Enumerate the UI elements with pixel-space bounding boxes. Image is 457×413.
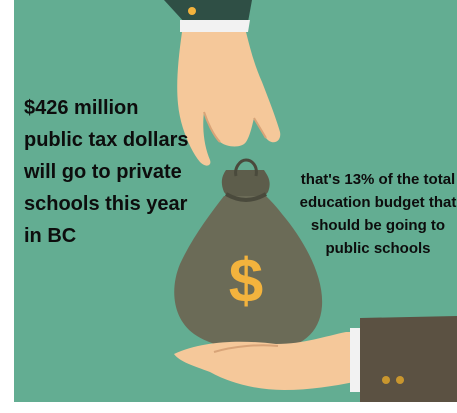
svg-text:$: $ xyxy=(229,247,263,316)
dollar-sign-icon: $ xyxy=(229,247,263,316)
top-hand-icon xyxy=(164,0,281,166)
budget-note: that's 13% of the total education budget… xyxy=(299,171,457,257)
poster-panel: $ $426 million public tax dollars will g… xyxy=(14,0,457,402)
illustration: $ xyxy=(164,0,457,402)
money-bag-icon xyxy=(174,158,323,351)
bottom-hand-icon xyxy=(174,316,457,402)
headline: $426 million public tax dollars will go … xyxy=(24,97,189,247)
